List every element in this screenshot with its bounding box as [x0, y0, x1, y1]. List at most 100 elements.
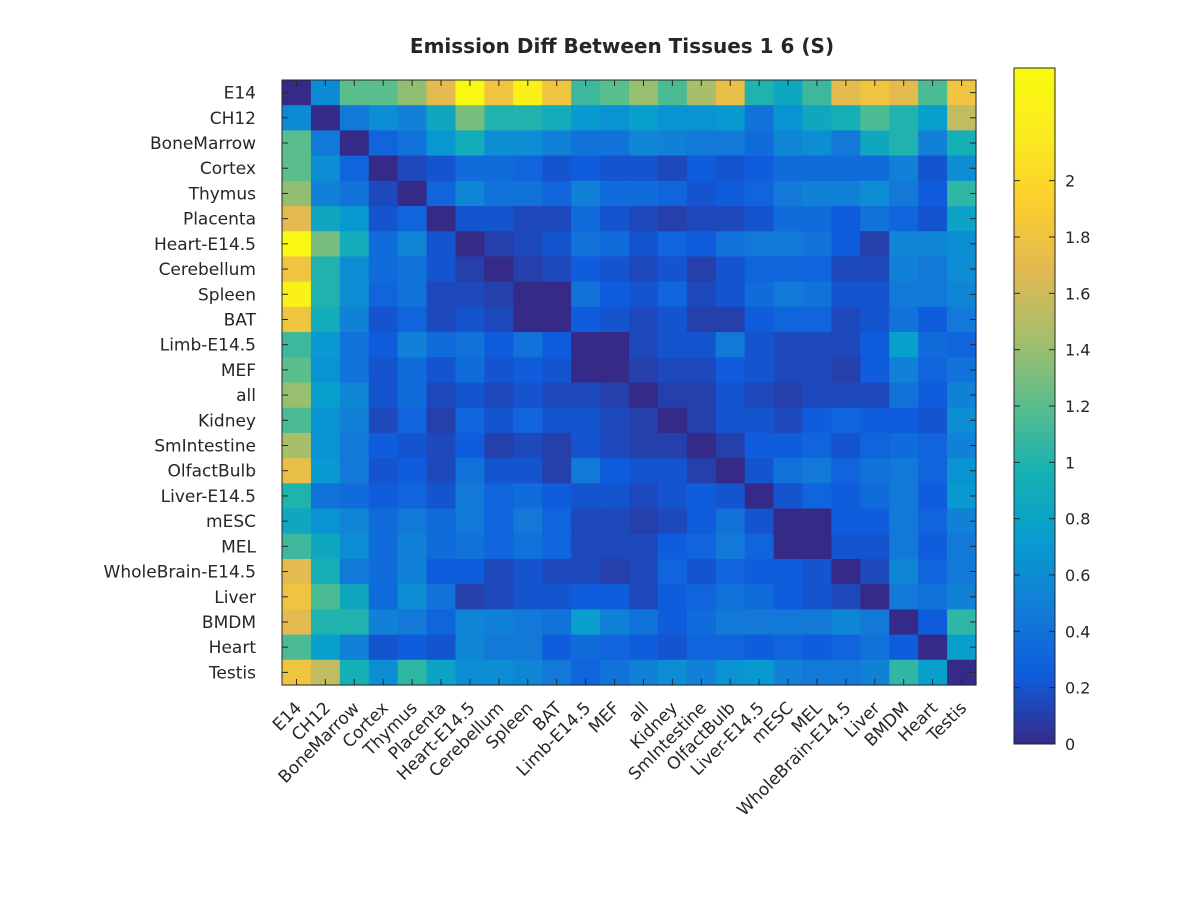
- heatmap-cell-12-21: [889, 382, 919, 409]
- heatmap-cell-17-10: [571, 508, 601, 535]
- heatmap-cell-18-10: [571, 533, 601, 560]
- heatmap-cell-14-14: [686, 432, 717, 459]
- heatmap-cell-4-3: [368, 180, 399, 207]
- heatmap-cell-1-20: [860, 105, 890, 132]
- heatmap-cell-18-14: [686, 533, 717, 560]
- heatmap-cell-20-3: [368, 584, 399, 610]
- heatmap-cell-9-2: [339, 306, 370, 333]
- heatmap-cell-9-7: [484, 306, 514, 333]
- y-tick-label-8: Spleen: [198, 285, 256, 305]
- heatmap-cell-13-2: [339, 407, 370, 434]
- heatmap-cell-20-20: [860, 584, 890, 610]
- heatmap-cell-20-19: [831, 584, 861, 610]
- heatmap-cell-18-4: [397, 533, 428, 560]
- heatmap-cell-9-19: [831, 306, 861, 333]
- heatmap-cell-5-6: [455, 206, 486, 232]
- y-tick-label-9: BAT: [224, 311, 257, 331]
- heatmap-cell-16-15: [715, 483, 746, 510]
- heatmap-cell-17-22: [918, 508, 948, 535]
- colorbar-tick-label-2: 0.4: [1065, 622, 1090, 641]
- heatmap-cell-17-12: [629, 508, 659, 535]
- heatmap-cell-20-8: [513, 584, 543, 610]
- heatmap-cell-6-10: [571, 231, 601, 258]
- axis-tick-marks: [282, 80, 976, 685]
- heatmap-cell-15-7: [484, 458, 514, 484]
- heatmap-cell-9-5: [426, 306, 457, 333]
- heatmap-cell-16-11: [600, 483, 630, 510]
- heatmap-cell-8-12: [629, 281, 659, 308]
- heatmap-cell-16-1: [310, 483, 341, 510]
- heatmap-cell-1-19: [831, 105, 861, 132]
- heatmap-cell-5-5: [426, 206, 457, 232]
- heatmap-cell-6-3: [368, 231, 399, 258]
- heatmap-cell-18-20: [860, 533, 890, 560]
- heatmap-cell-1-8: [513, 105, 543, 132]
- heatmap-cell-19-22: [918, 558, 948, 585]
- heatmap-cell-22-22: [918, 634, 948, 661]
- heatmap-cell-19-13: [657, 558, 688, 585]
- heatmap-cell-16-9: [542, 483, 572, 510]
- y-tick-label-14: SmIntestine: [154, 437, 256, 457]
- heatmap-cell-4-7: [484, 180, 514, 207]
- y-tick-label-15: OlfactBulb: [168, 462, 256, 482]
- heatmap-cell-8-15: [715, 281, 746, 308]
- heatmap-cell-11-8: [513, 357, 543, 384]
- heatmap-cell-4-12: [629, 180, 659, 207]
- heatmap-cell-13-5: [426, 407, 457, 434]
- heatmap-cell-7-13: [657, 256, 688, 283]
- heatmap-cell-16-10: [571, 483, 601, 510]
- heatmap-cell-14-3: [368, 432, 399, 459]
- colorbar-tick-label-10: 2: [1065, 172, 1075, 191]
- heatmap-cell-1-22: [918, 105, 948, 132]
- heatmap-cell-13-17: [773, 407, 804, 434]
- heatmap-cell-7-22: [918, 256, 948, 283]
- heatmap-cell-18-3: [368, 533, 399, 560]
- heatmap-cell-21-16: [744, 609, 775, 636]
- heatmap-cell-19-9: [542, 558, 572, 585]
- heatmap-cell-15-10: [571, 458, 601, 484]
- heatmap-cell-9-12: [629, 306, 659, 333]
- heatmap-cell-6-5: [426, 231, 457, 258]
- heatmap-cell-2-12: [629, 130, 659, 157]
- heatmap-cell-22-2: [339, 634, 370, 661]
- heatmap-cell-10-19: [831, 332, 861, 358]
- heatmap-cell-15-8: [513, 458, 543, 484]
- y-tick-label-7: Cerebellum: [159, 260, 256, 280]
- heatmap-cell-18-5: [426, 533, 457, 560]
- heatmap-cell-18-17: [773, 533, 804, 560]
- heatmap-cell-21-8: [513, 609, 543, 636]
- heatmap-cell-21-5: [426, 609, 457, 636]
- heatmap-cell-4-18: [802, 180, 833, 207]
- heatmap-cell-17-13: [657, 508, 688, 535]
- heatmap-cell-7-1: [310, 256, 341, 283]
- heatmap-cell-17-2: [339, 508, 370, 535]
- heatmap-cell-9-22: [918, 306, 948, 333]
- heatmap-cell-21-15: [715, 609, 746, 636]
- heatmap-cell-10-6: [455, 332, 486, 358]
- heatmap-cell-12-4: [397, 382, 428, 409]
- heatmap-cell-10-16: [744, 332, 775, 358]
- heatmap-cell-22-19: [831, 634, 861, 661]
- y-tick-label-18: MEL: [221, 537, 256, 557]
- heatmap-cell-4-1: [310, 180, 341, 207]
- heatmap-cell-6-17: [773, 231, 804, 258]
- heatmap-cell-15-2: [339, 458, 370, 484]
- heatmap-cell-15-14: [686, 458, 717, 484]
- heatmap-cell-14-7: [484, 432, 514, 459]
- heatmap-cell-18-21: [889, 533, 919, 560]
- heatmap-cell-11-5: [426, 357, 457, 384]
- heatmap-cell-10-13: [657, 332, 688, 358]
- y-tick-label-3: Cortex: [200, 159, 256, 179]
- heatmap-cell-1-15: [715, 105, 746, 132]
- heatmap-cell-2-7: [484, 130, 514, 157]
- heatmap-cell-13-4: [397, 407, 428, 434]
- heatmap-cell-22-15: [715, 634, 746, 661]
- heatmap-cell-13-7: [484, 407, 514, 434]
- heatmap-cell-20-1: [310, 584, 341, 610]
- heatmap-cell-2-21: [889, 130, 919, 157]
- heatmap-cell-20-11: [600, 584, 630, 610]
- heatmap-cell-18-18: [802, 533, 833, 560]
- heatmap-cell-4-20: [860, 180, 890, 207]
- heatmap-cell-6-14: [686, 231, 717, 258]
- heatmap-cell-1-2: [339, 105, 370, 132]
